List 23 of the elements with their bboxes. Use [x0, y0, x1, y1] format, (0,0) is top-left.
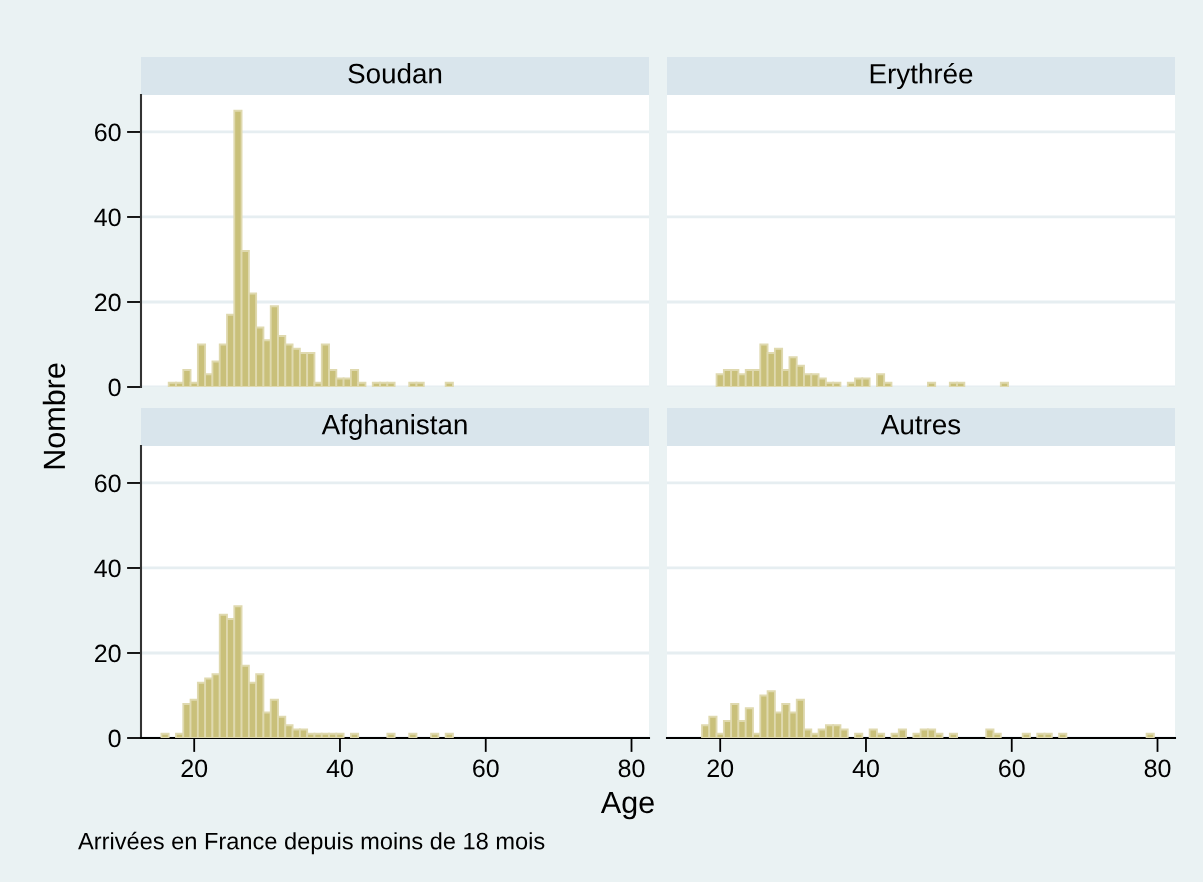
y-tick-label: 60: [95, 474, 121, 493]
x-axis-title: Age: [600, 791, 654, 820]
x-tick-label: 60: [999, 759, 1025, 778]
chart-title: Soudan: [348, 63, 442, 84]
x-tick-label: 20: [181, 759, 208, 778]
y-axis-title: Nombre: [42, 363, 66, 469]
x-tick-label: 80: [618, 759, 645, 778]
chart-title: Afghanistan: [321, 414, 467, 440]
y-tick-label: 40: [94, 559, 121, 578]
x-tick-label: 20: [707, 759, 734, 778]
chart-title: Autres: [880, 415, 961, 435]
y-tick-label: 60: [95, 123, 121, 142]
y-tick-label: 20: [95, 644, 121, 663]
text: Arrivées en France depuis moins de 18 mois: [78, 831, 545, 855]
chart-title: Erythrée: [870, 62, 973, 90]
y-tick-label: 20: [95, 293, 121, 312]
x-tick-label: 40: [852, 759, 879, 778]
x-tick-label: 40: [326, 759, 353, 778]
y-tick-label: 0: [108, 378, 121, 397]
x-tick-label: 80: [1144, 759, 1171, 778]
y-tick-label: 0: [108, 729, 121, 748]
y-tick-label: 40: [94, 208, 121, 227]
x-tick-label: 60: [473, 759, 499, 778]
